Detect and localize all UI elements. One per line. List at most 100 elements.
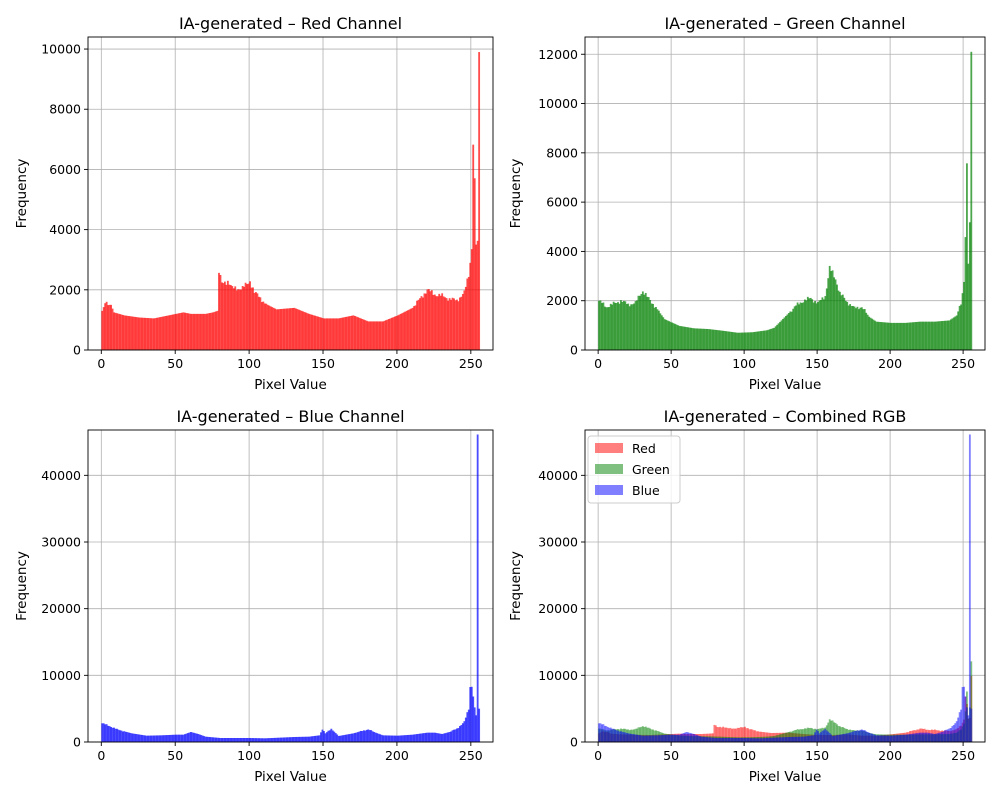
histogram-bar xyxy=(343,317,346,350)
histogram-bar xyxy=(102,307,105,350)
histogram-bar xyxy=(783,317,786,350)
histogram-bar xyxy=(798,729,800,742)
y-tick-label: 0 xyxy=(73,343,81,358)
histogram-bar xyxy=(941,732,944,742)
histogram-bar xyxy=(302,311,305,350)
histogram-bar xyxy=(751,738,754,742)
histogram-bar xyxy=(337,736,340,742)
histogram-bar xyxy=(695,328,698,350)
histogram-bar xyxy=(334,733,337,742)
histogram-bar xyxy=(761,330,764,350)
histogram-bar xyxy=(184,734,186,742)
histogram-bar xyxy=(444,733,447,742)
histogram-bar xyxy=(158,735,161,742)
histogram-bar xyxy=(377,733,380,742)
histogram-bar xyxy=(411,307,414,350)
histogram-bar xyxy=(782,737,784,742)
histogram-bar xyxy=(150,318,152,350)
histogram-bar xyxy=(393,316,396,350)
histogram-bar xyxy=(427,289,430,350)
histogram-bar xyxy=(293,307,296,350)
histogram-bar xyxy=(398,314,401,350)
histogram-bar xyxy=(280,308,282,350)
histogram-bar xyxy=(723,330,726,350)
histogram-bar xyxy=(710,329,713,350)
histogram-bar xyxy=(802,736,805,742)
histogram-bar xyxy=(894,735,897,742)
histogram-bar xyxy=(653,307,656,350)
histogram-bar xyxy=(963,686,965,742)
histogram-bar xyxy=(436,733,439,742)
histogram-bar xyxy=(660,735,663,742)
histogram-bar xyxy=(707,737,710,742)
histogram-bar xyxy=(472,144,475,350)
x-tick-label: 200 xyxy=(878,748,902,763)
histogram-bar xyxy=(388,735,390,742)
histogram-bar xyxy=(154,318,157,350)
histogram-bar xyxy=(655,735,657,742)
histogram-bar xyxy=(782,318,784,350)
histogram-bar xyxy=(688,732,691,742)
histogram-bar xyxy=(343,734,346,742)
histogram-bar xyxy=(901,322,904,350)
histogram-bar xyxy=(611,728,614,742)
histogram-bar xyxy=(716,727,719,742)
histogram-bar xyxy=(757,331,760,350)
histogram-bar xyxy=(910,733,913,742)
histogram-bar xyxy=(624,301,627,350)
histogram-bar xyxy=(346,734,349,742)
histogram-bar xyxy=(647,735,650,742)
histogram-bar xyxy=(916,733,919,742)
histogram-bar xyxy=(300,736,303,742)
histogram-bar xyxy=(761,738,764,742)
histogram-bar xyxy=(757,738,760,742)
histogram-bar xyxy=(133,316,136,350)
histogram-bar xyxy=(960,709,962,742)
histogram-bar xyxy=(249,738,251,742)
histogram-bar xyxy=(872,734,875,742)
histogram-bar xyxy=(263,738,266,742)
histogram-bar xyxy=(603,725,606,742)
histogram-bar xyxy=(275,309,278,350)
histogram-bar xyxy=(459,726,461,742)
histogram-bar xyxy=(289,737,291,742)
histogram-bar xyxy=(700,736,703,742)
histogram-bar xyxy=(716,738,719,742)
histogram-bar xyxy=(396,315,399,350)
chart-panel-3: 0 50 100 150 200 250 0 10000 20000 30000 40000 IA-g… xyxy=(14,407,494,785)
y-tick-label: 40000 xyxy=(41,468,81,483)
histogram-bar xyxy=(391,317,393,350)
histogram-bar xyxy=(423,733,426,742)
histogram-bar xyxy=(181,734,183,742)
histogram-bar xyxy=(601,303,603,350)
histogram-bar xyxy=(914,322,917,350)
histogram-bar xyxy=(296,736,299,742)
histogram-bar xyxy=(714,725,717,742)
histogram-bar xyxy=(229,285,232,350)
histogram-bar xyxy=(947,729,949,742)
histogram-bar xyxy=(225,738,228,742)
histogram-bar xyxy=(430,732,433,742)
histogram-bar xyxy=(954,316,957,350)
histogram-bar xyxy=(646,735,649,742)
histogram-bar xyxy=(725,727,727,742)
histogram-bar xyxy=(231,286,234,350)
histogram-bar xyxy=(454,729,457,742)
histogram-bar xyxy=(709,329,711,350)
histogram-bar xyxy=(602,724,605,742)
histogram-bar xyxy=(352,733,355,742)
histogram-bar xyxy=(676,325,679,350)
histogram-bar xyxy=(277,309,280,350)
histogram-bar xyxy=(407,310,410,350)
histogram-bar xyxy=(712,329,714,350)
histogram-bar xyxy=(970,708,973,742)
histogram-bar xyxy=(469,262,472,350)
histogram-bar xyxy=(726,738,729,742)
histogram-bar xyxy=(830,271,833,350)
histogram-bar xyxy=(799,302,802,350)
histogram-bar xyxy=(876,321,879,350)
histogram-bar xyxy=(875,321,878,350)
histogram-bar xyxy=(266,738,269,742)
histogram-bar xyxy=(374,732,377,742)
histogram-bar xyxy=(742,727,745,742)
